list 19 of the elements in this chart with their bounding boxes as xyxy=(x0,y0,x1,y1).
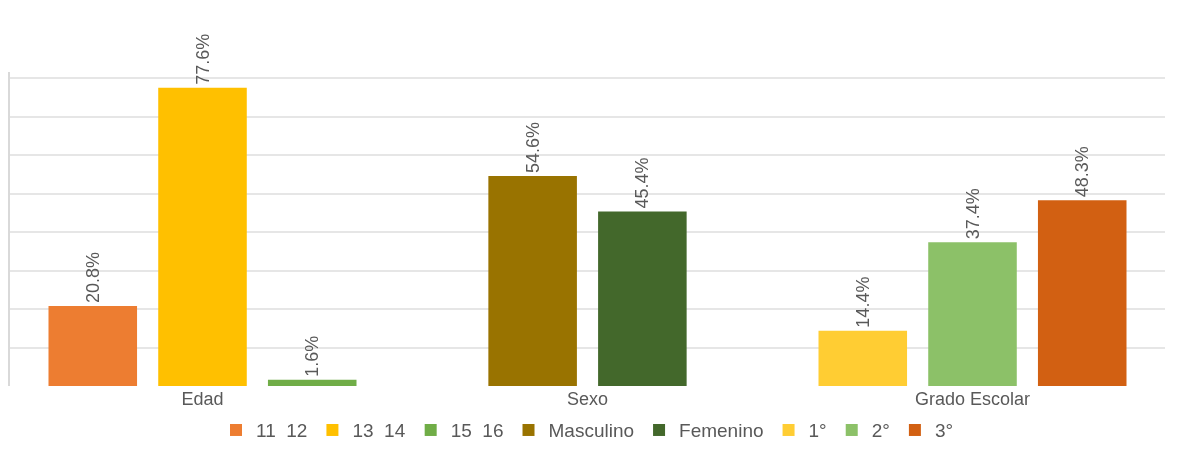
legend-label: Masculino xyxy=(548,420,635,442)
data-label: 48.3% xyxy=(1072,146,1093,198)
legend-label: 1° xyxy=(808,420,827,442)
legend-label: 11 12 xyxy=(256,420,308,442)
legend-label: 15 16 xyxy=(450,420,504,442)
x-tick-label: Grado Escolar xyxy=(914,389,1031,409)
data-label: 54.6% xyxy=(522,122,543,174)
x-tick-label: Edad xyxy=(181,389,224,409)
x-tick-label: Sexo xyxy=(566,389,609,409)
data-label: 77.6% xyxy=(192,33,213,85)
data-label: 37.4% xyxy=(962,188,983,240)
legend-label: 13 14 xyxy=(352,420,406,442)
data-label: 45.4% xyxy=(632,157,653,209)
legend-label: 3° xyxy=(934,420,954,442)
data-label: 14.4% xyxy=(852,276,873,328)
data-label: 20.8% xyxy=(82,251,103,304)
data-label: 1.6% xyxy=(302,335,323,377)
legend-label: Femenino xyxy=(679,420,764,442)
legend-label: 2° xyxy=(871,420,890,442)
